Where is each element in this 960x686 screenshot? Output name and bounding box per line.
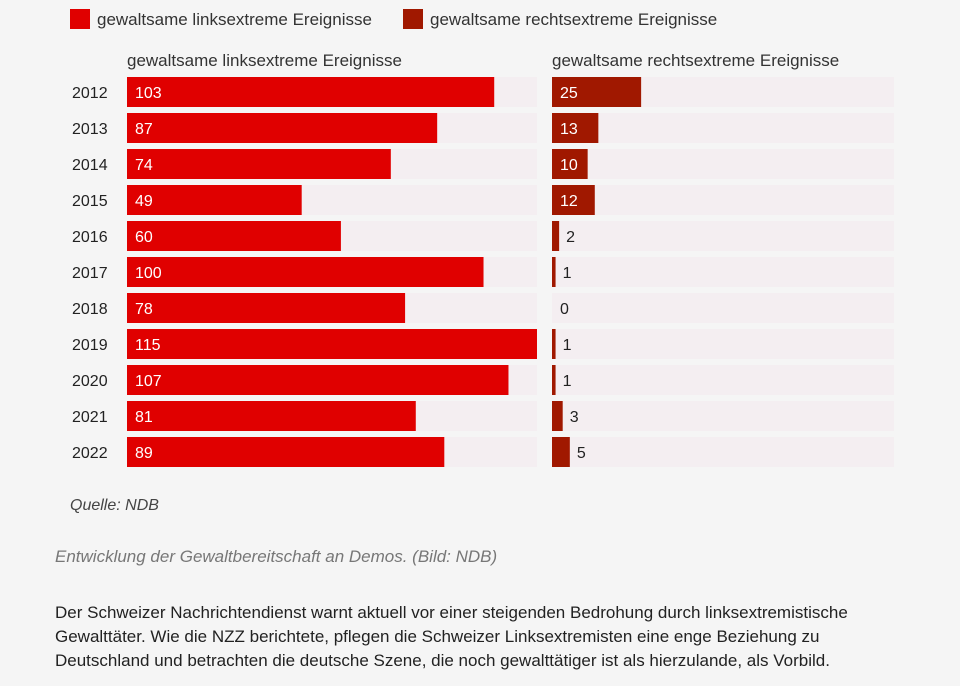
bar-track xyxy=(552,149,894,179)
article-paragraph: Der Schweizer Nachrichtendienst warnt ak… xyxy=(55,603,848,670)
bar-value-label: 87 xyxy=(135,121,153,138)
legend-swatch xyxy=(403,9,423,29)
bar xyxy=(127,221,341,251)
bar-track xyxy=(552,113,894,143)
year-label: 2019 xyxy=(72,337,108,354)
bar-value-label: 2 xyxy=(566,229,575,246)
bar-value-label: 12 xyxy=(560,193,578,210)
bar-track xyxy=(552,257,894,287)
bar xyxy=(552,185,595,215)
bar xyxy=(552,365,556,395)
bar xyxy=(127,293,406,323)
bar xyxy=(127,329,537,359)
image-caption: Entwicklung der Gewaltbereitschaft an De… xyxy=(55,547,498,566)
panel-title: gewaltsame linksextreme Ereignisse xyxy=(127,51,402,70)
bar xyxy=(127,437,445,467)
bar xyxy=(127,149,391,179)
year-label: 2016 xyxy=(72,229,108,246)
bar-value-label: 49 xyxy=(135,193,153,210)
bar-value-label: 5 xyxy=(577,445,586,462)
bar xyxy=(127,185,302,215)
bar-value-label: 100 xyxy=(135,265,162,282)
bar xyxy=(552,221,560,251)
bar-value-label: 1 xyxy=(563,265,572,282)
bar xyxy=(552,77,642,107)
chart: gewaltsame linksextreme Ereignisse gewalt… xyxy=(70,9,894,467)
bar-value-label: 0 xyxy=(560,301,569,318)
bar-track xyxy=(552,293,894,323)
bar-value-label: 10 xyxy=(560,157,578,174)
bar xyxy=(552,149,588,179)
bar-value-label: 13 xyxy=(560,121,578,138)
year-label: 2017 xyxy=(72,265,108,282)
bar xyxy=(552,401,563,431)
bar xyxy=(552,329,556,359)
bar xyxy=(127,113,438,143)
panel-title: gewaltsame rechtsextreme Ereignisse xyxy=(552,51,839,70)
bar-track xyxy=(552,437,894,467)
year-label: 2020 xyxy=(72,373,108,390)
bar-value-label: 1 xyxy=(563,373,572,390)
year-label: 2013 xyxy=(72,121,108,138)
bar-value-label: 107 xyxy=(135,373,162,390)
year-label: 2021 xyxy=(72,409,108,426)
bar xyxy=(552,257,556,287)
bar-value-label: 1 xyxy=(563,337,572,354)
bar xyxy=(127,401,416,431)
bar-value-label: 115 xyxy=(135,337,161,354)
bar-track xyxy=(552,185,894,215)
bar xyxy=(127,257,484,287)
bar xyxy=(552,113,599,143)
chart-svg: gewaltsame linksextreme Ereignisse gewalt… xyxy=(70,9,894,467)
legend-label: gewaltsame rechtsextreme Ereignisse xyxy=(430,10,717,29)
bar xyxy=(127,365,509,395)
bar-value-label: 60 xyxy=(135,229,153,246)
bar-value-label: 81 xyxy=(135,409,153,426)
bar xyxy=(552,437,570,467)
bar-value-label: 103 xyxy=(135,85,162,102)
year-label: 2018 xyxy=(72,301,108,318)
legend-swatch xyxy=(70,9,90,29)
legend-label: gewaltsame linksextreme Ereignisse xyxy=(97,10,372,29)
bar-track xyxy=(552,401,894,431)
bar-track xyxy=(552,221,894,251)
bar-value-label: 89 xyxy=(135,445,153,462)
bar-track xyxy=(552,365,894,395)
year-label: 2022 xyxy=(72,445,108,462)
year-label: 2014 xyxy=(72,157,108,174)
bar-track xyxy=(552,329,894,359)
year-label: 2012 xyxy=(72,85,108,102)
bar-value-label: 25 xyxy=(560,85,578,102)
bar xyxy=(127,77,495,107)
year-label: 2015 xyxy=(72,193,108,210)
bar-value-label: 3 xyxy=(570,409,579,426)
bar-value-label: 74 xyxy=(135,157,153,174)
chart-source: Quelle: NDB xyxy=(70,497,159,514)
bar-value-label: 78 xyxy=(135,301,153,318)
